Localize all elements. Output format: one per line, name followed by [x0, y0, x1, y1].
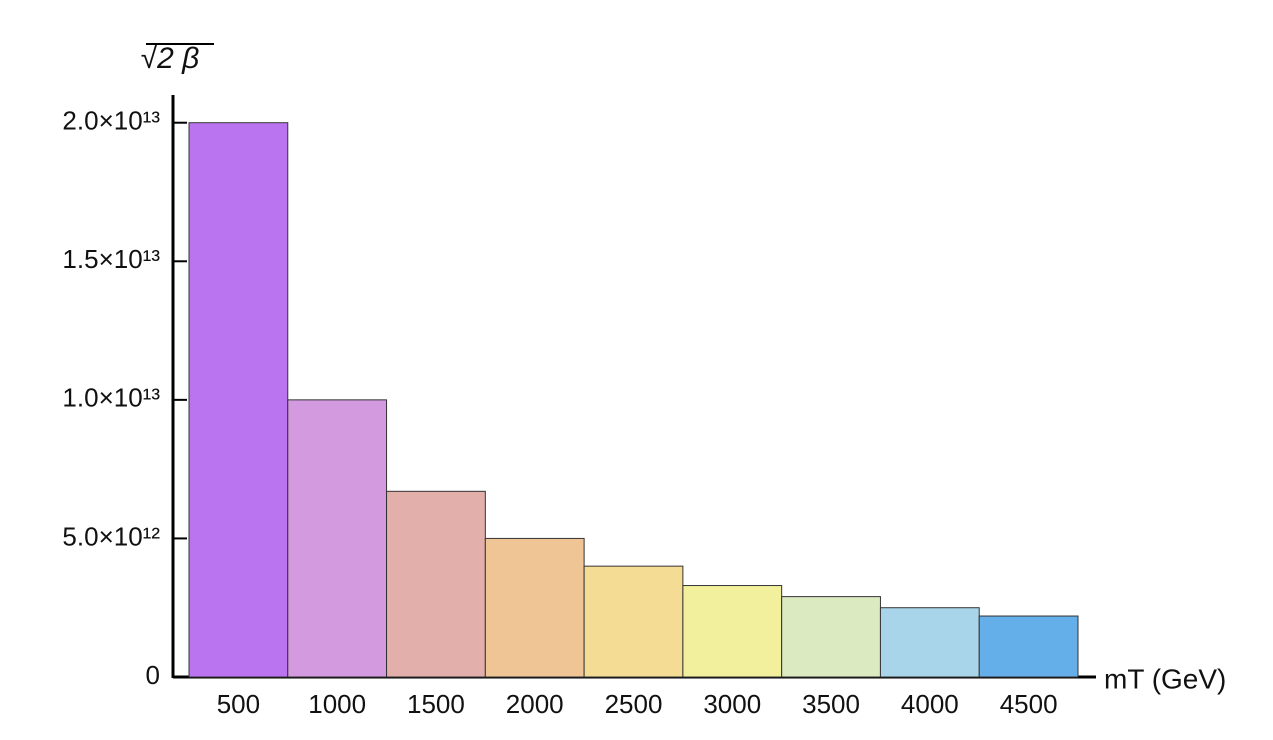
x-tick-label: 1000 [308, 689, 366, 719]
x-tick-label: 2500 [605, 689, 663, 719]
bar [879, 607, 980, 678]
bar [386, 490, 486, 678]
bar [978, 615, 1079, 678]
y-tick-label: 0 [146, 660, 160, 690]
x-axis-label: mT (GeV) [1104, 663, 1226, 694]
bar [682, 585, 783, 678]
x-tick-label: 500 [217, 689, 260, 719]
x-tick-label: 1500 [407, 689, 465, 719]
x-tick-label: 3500 [802, 689, 860, 719]
x-tick-label: 4000 [901, 689, 959, 719]
y-tick-label: 5.0×10¹² [62, 521, 160, 551]
y-tick-label: 1.0×10¹³ [62, 383, 160, 413]
y-axis-label: √2 β [141, 42, 200, 75]
bar [484, 537, 585, 678]
x-tick-label: 3000 [703, 689, 761, 719]
bar [287, 399, 388, 678]
bar [781, 596, 881, 678]
y-tick-label: 2.0×10¹³ [62, 106, 160, 136]
x-tick-label: 4500 [1000, 689, 1058, 719]
x-tick-label: 2000 [506, 689, 564, 719]
y-tick-label: 1.5×10¹³ [62, 244, 160, 274]
bar [188, 122, 289, 678]
bar [583, 565, 684, 678]
